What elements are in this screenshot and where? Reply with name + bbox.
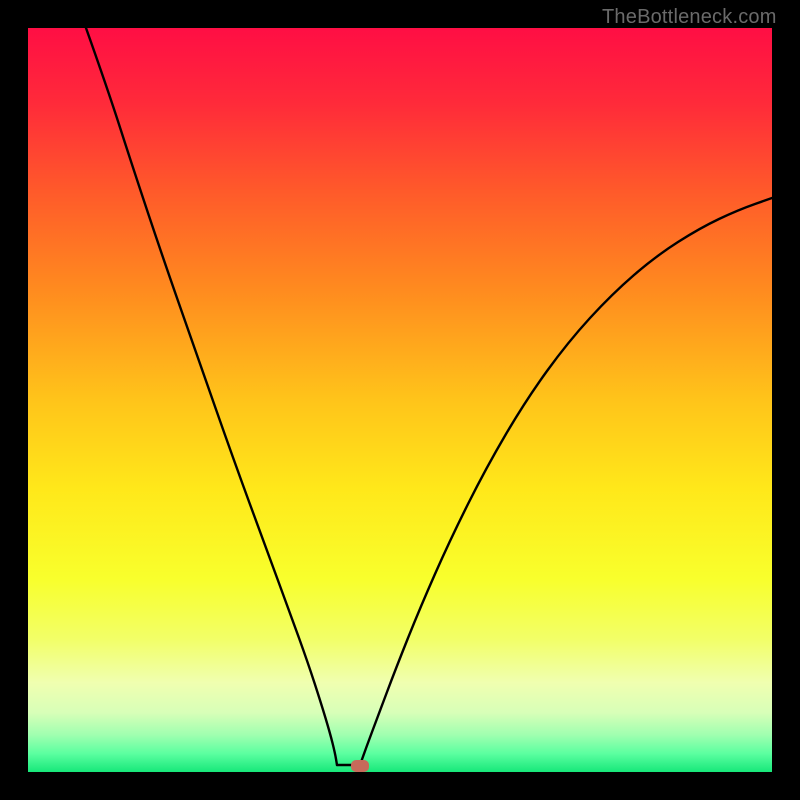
bottleneck-marker [351,760,369,772]
watermark-text: TheBottleneck.com [602,6,777,29]
bottleneck-chart [28,28,772,772]
